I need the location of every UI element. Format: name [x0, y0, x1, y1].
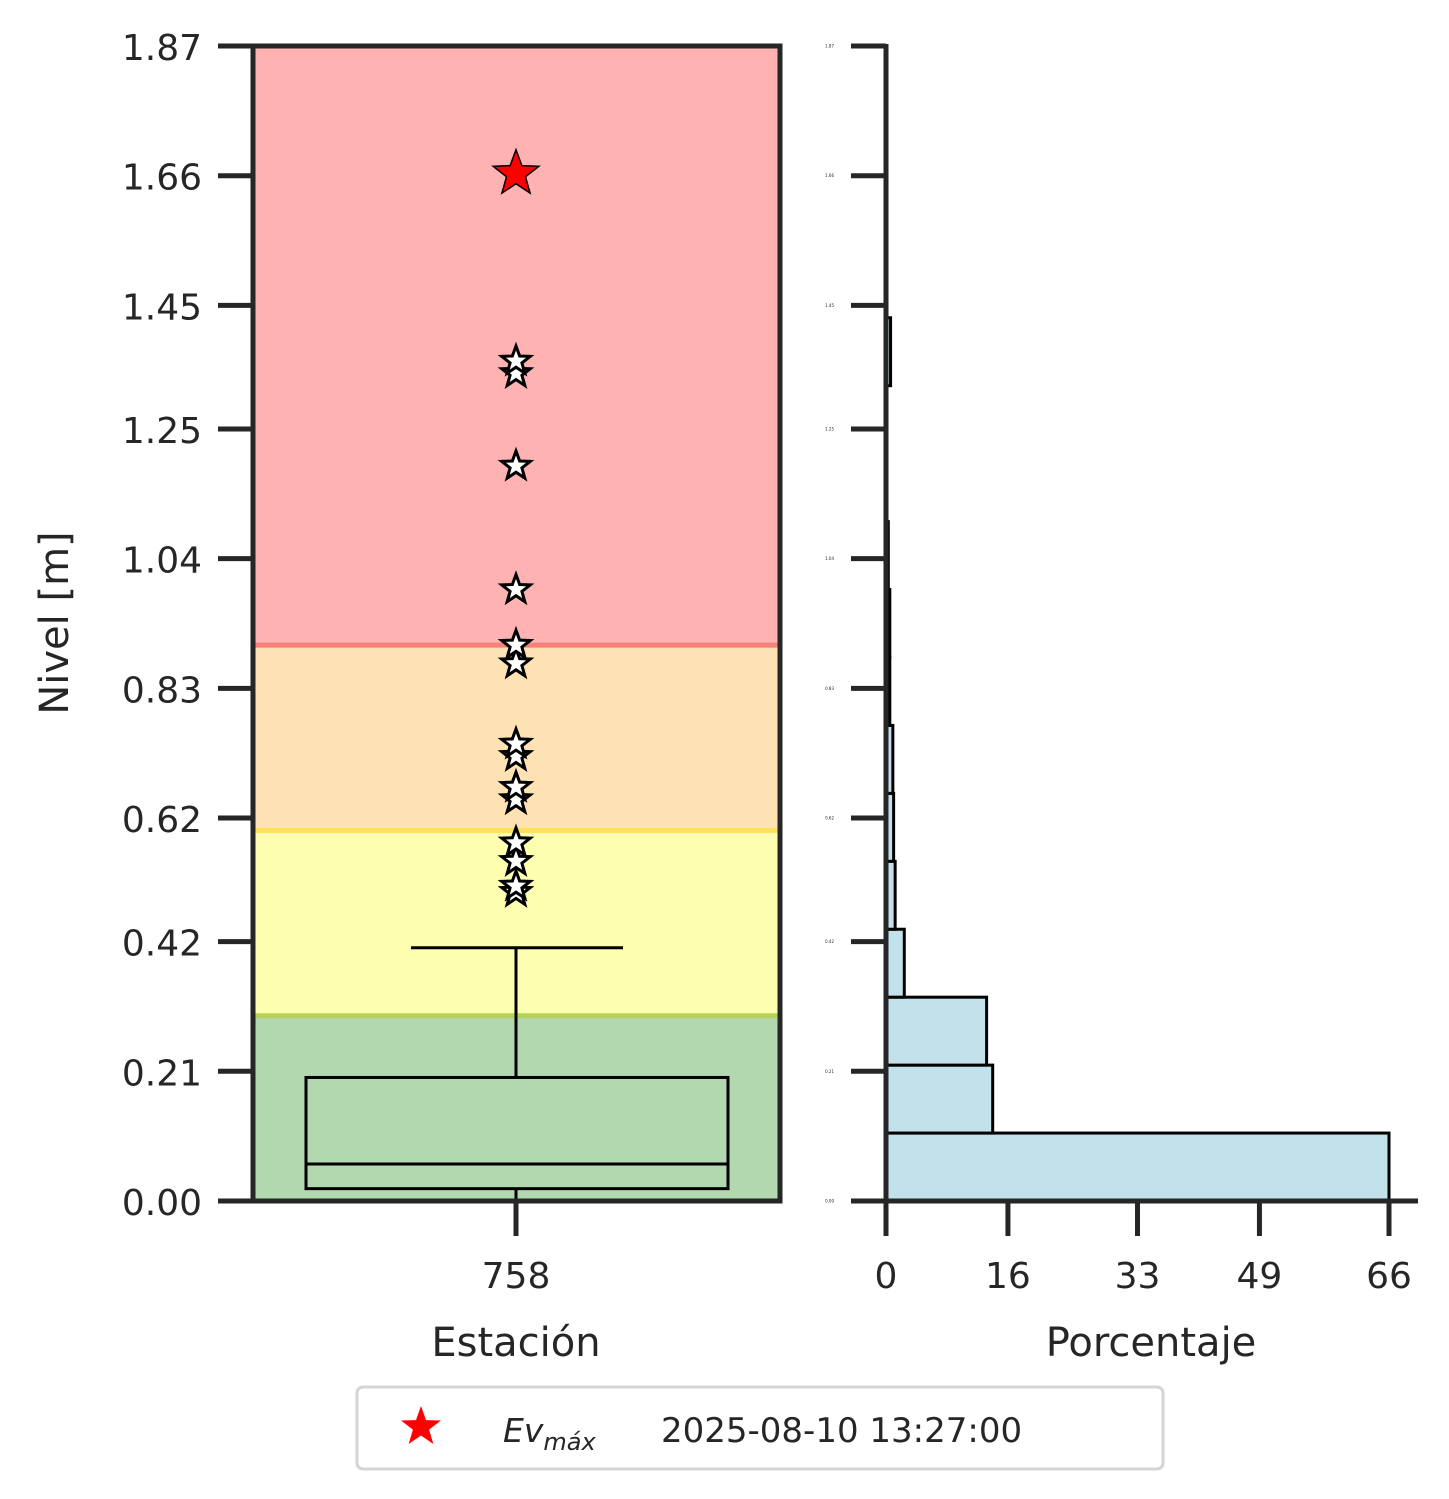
- left-x-tick-label-0: 758: [482, 1256, 551, 1297]
- left-x-ticks: 758: [482, 1201, 551, 1297]
- right-x-axis-label: Porcentaje: [1046, 1320, 1257, 1366]
- right-y-tick-label-9: 1.87: [825, 44, 834, 49]
- hist-bin-3: [884, 927, 906, 999]
- right-x-tick-label-1: 16: [985, 1256, 1031, 1297]
- legend-star-icon: [401, 1406, 441, 1444]
- left-y-tick-label-2: 0.42: [122, 924, 202, 965]
- outlier-star-12: [497, 353, 535, 390]
- right-x-tick-label-2: 33: [1115, 1256, 1161, 1297]
- outlier-star-4: [497, 780, 535, 816]
- outlier-star-7: [497, 724, 535, 760]
- left-y-tick-label-7: 1.45: [122, 287, 202, 328]
- legend-label-main: Ev: [503, 1411, 544, 1450]
- left-y-ticks: 0.00 0.21 0.42 0.62 0.83 1.04 1.25 1.45 1.66 1.87: [122, 28, 253, 1224]
- legend-label: Evmáx: [503, 1411, 596, 1456]
- left-y-tick-label-1: 0.21: [122, 1053, 202, 1094]
- box-plot: [304, 946, 730, 1201]
- max-event-marker: [491, 147, 541, 195]
- hist-bin-0: [884, 1131, 1391, 1203]
- left-y-tick-label-4: 0.83: [122, 670, 202, 711]
- legend-label-sub: máx: [543, 1428, 596, 1456]
- outlier-star-5: [497, 767, 535, 803]
- box-iqr: [304, 1075, 730, 1191]
- outlier-star-11: [497, 446, 535, 482]
- right-y-tick-label-1: 0.21: [825, 1069, 834, 1074]
- left-y-tick-label-3: 0.62: [122, 800, 202, 841]
- outlier-star-9: [497, 625, 535, 661]
- left-y-tick-label-6: 1.25: [122, 411, 202, 452]
- outlier-star-6: [497, 736, 535, 772]
- hist-bin-2: [884, 995, 989, 1067]
- outlier-markers: [497, 341, 535, 908]
- right-y-tick-label-3: 0.62: [825, 816, 834, 821]
- right-y-tick-label-0: 0.00: [825, 1199, 834, 1204]
- right-x-tick-label-4: 66: [1366, 1256, 1412, 1297]
- right-y-tick-label-8: 1.66: [825, 173, 834, 178]
- right-y-tick-label-2: 0.42: [825, 939, 834, 944]
- outlier-star-10: [497, 570, 535, 606]
- legend: Evmáx 2025-08-10 13:27:00: [355, 1385, 1165, 1471]
- outlier-star-13: [497, 341, 535, 377]
- right-x-tick-label-3: 49: [1237, 1256, 1283, 1297]
- left-y-tick-label-8: 1.66: [122, 158, 202, 199]
- left-y-tick-label-9: 1.87: [122, 28, 202, 69]
- right-x-tick-label-0: 0: [875, 1256, 898, 1297]
- left-x-axis-label: Estación: [431, 1320, 600, 1366]
- right-y-tick-label-6: 1.25: [825, 426, 834, 431]
- right-y-tick-label-5: 1.04: [825, 556, 834, 561]
- histogram-bins: [884, 112, 1391, 1203]
- right-y-tick-label-7: 1.45: [825, 303, 834, 308]
- right-y-ticks: 0.00 0.21 0.42 0.62 0.83 1.04 1.25 1.45 1.66 1.87: [825, 43, 886, 1204]
- left-y-tick-label-0: 0.00: [122, 1183, 202, 1224]
- left-y-axis-label: Nivel [m]: [32, 531, 78, 714]
- outlier-star-1: [497, 866, 535, 902]
- right-x-ticks: 0 16 33 49 66: [875, 1201, 1412, 1297]
- outlier-star-3: [497, 823, 535, 859]
- legend-date: 2025-08-10 13:27:00: [661, 1411, 1022, 1451]
- left-y-tick-label-5: 1.04: [122, 541, 202, 582]
- right-y-tick-label-4: 0.83: [825, 686, 834, 691]
- legend-frame: [355, 1385, 1165, 1471]
- max-event-star: [491, 147, 541, 195]
- hist-bin-1: [884, 1063, 995, 1135]
